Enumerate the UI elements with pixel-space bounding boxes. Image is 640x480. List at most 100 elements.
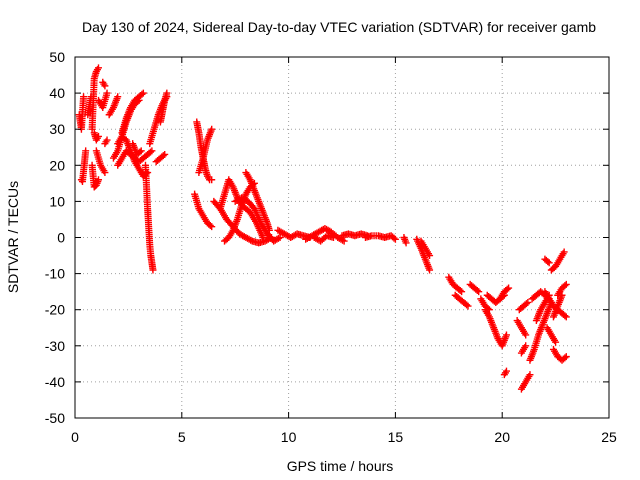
grid-lines bbox=[75, 57, 609, 418]
data-point bbox=[161, 150, 169, 158]
series-arc-15 bbox=[118, 89, 147, 137]
data-point bbox=[103, 136, 111, 144]
series-arc-55 bbox=[549, 291, 566, 321]
data-point bbox=[456, 286, 464, 294]
data-point bbox=[552, 338, 560, 346]
series-arc-26 bbox=[221, 179, 258, 245]
series-arc-47 bbox=[513, 317, 530, 339]
data-point bbox=[562, 280, 570, 288]
data-point bbox=[522, 331, 530, 339]
series-arc-05 bbox=[90, 129, 102, 144]
series-arc-11 bbox=[105, 93, 122, 119]
data-point bbox=[522, 342, 530, 350]
series-arc-22 bbox=[195, 125, 216, 177]
series-arc-42 bbox=[481, 306, 510, 350]
series-arc-06 bbox=[88, 161, 102, 191]
data-point bbox=[524, 298, 532, 306]
series-arc-16 bbox=[129, 140, 145, 158]
data-point bbox=[505, 284, 513, 292]
data-point bbox=[163, 89, 171, 97]
x-tick-label: 25 bbox=[601, 429, 617, 445]
series-arc-39 bbox=[451, 291, 472, 310]
data-point bbox=[149, 266, 157, 274]
data-point bbox=[274, 234, 282, 242]
data-point bbox=[502, 367, 510, 375]
series-arc-59 bbox=[541, 255, 553, 267]
data-point bbox=[101, 169, 109, 177]
data-point bbox=[82, 147, 90, 155]
data-point bbox=[114, 93, 122, 101]
series-arc-49 bbox=[517, 342, 530, 357]
data-point bbox=[94, 64, 102, 72]
data-point bbox=[340, 237, 348, 245]
y-tick-label: -50 bbox=[45, 410, 65, 426]
data-point bbox=[502, 331, 510, 339]
series-arc-44 bbox=[496, 284, 513, 303]
data-point bbox=[146, 148, 154, 156]
chart-title: Day 130 of 2024, Sidereal Day-to-day VTE… bbox=[82, 19, 596, 35]
data-point bbox=[247, 236, 255, 244]
y-tick-label: 30 bbox=[49, 121, 65, 137]
data-point bbox=[560, 248, 568, 256]
y-tick-label: 50 bbox=[49, 49, 65, 65]
data-point bbox=[458, 288, 466, 296]
x-tick-label: 10 bbox=[281, 429, 297, 445]
data-point bbox=[562, 353, 570, 361]
data-point bbox=[159, 152, 167, 160]
data-point bbox=[206, 221, 214, 229]
data-point bbox=[329, 234, 337, 241]
data-point bbox=[94, 176, 102, 184]
data-point bbox=[426, 266, 434, 274]
data-point bbox=[391, 235, 399, 243]
y-axis-label: SDTVAR / TECUs bbox=[5, 181, 21, 293]
data-point bbox=[463, 301, 471, 309]
series-arc-45 bbox=[500, 367, 510, 379]
data-point bbox=[561, 282, 569, 290]
series-arc-20 bbox=[156, 89, 171, 126]
y-tick-label: -40 bbox=[45, 374, 65, 390]
series-arc-48 bbox=[517, 371, 534, 393]
y-tick-label: 10 bbox=[49, 193, 65, 209]
axis-ticks: 0 5 10 15 20 25 -50 -40 -30 -20 -10 0 10 20 30 40 50 bbox=[45, 49, 617, 445]
data-point bbox=[101, 82, 109, 90]
data-point bbox=[80, 93, 88, 101]
data-point bbox=[148, 147, 156, 155]
data-point bbox=[139, 89, 147, 97]
series-arc-01 bbox=[75, 93, 88, 133]
series-arc-09 bbox=[94, 89, 111, 112]
data-point bbox=[464, 302, 472, 310]
data-point bbox=[545, 259, 553, 267]
x-tick-label: 15 bbox=[388, 429, 404, 445]
series-arc-08 bbox=[99, 78, 109, 90]
data-point bbox=[138, 90, 146, 98]
series-arc-14 bbox=[114, 147, 156, 169]
series-arc-50 bbox=[526, 298, 555, 364]
series-arc-29 bbox=[263, 230, 284, 245]
series-arc-17 bbox=[141, 161, 157, 274]
data-point bbox=[402, 239, 410, 247]
series-arc-54 bbox=[543, 324, 560, 346]
y-tick-label: -20 bbox=[45, 302, 65, 318]
data-point bbox=[561, 312, 569, 320]
data-point bbox=[522, 300, 530, 308]
series-arc-23 bbox=[191, 190, 216, 231]
series-arc-04 bbox=[88, 64, 102, 133]
data-points bbox=[75, 64, 570, 393]
series-arc-58 bbox=[547, 248, 568, 274]
data-point bbox=[94, 132, 102, 140]
data-point bbox=[276, 234, 284, 241]
series-arc-19 bbox=[152, 150, 169, 166]
x-tick-label: 5 bbox=[178, 429, 186, 445]
data-point bbox=[526, 371, 534, 379]
y-tick-label: -30 bbox=[45, 338, 65, 354]
series-arc-37 bbox=[417, 237, 434, 260]
series-arc-27 bbox=[242, 169, 273, 234]
series-arc-40 bbox=[466, 280, 483, 296]
data-point bbox=[137, 147, 145, 155]
y-tick-label: 20 bbox=[49, 157, 65, 173]
data-point bbox=[259, 234, 267, 241]
y-tick-label: -10 bbox=[45, 266, 65, 282]
y-tick-label: 0 bbox=[57, 230, 65, 246]
data-point bbox=[475, 288, 483, 296]
